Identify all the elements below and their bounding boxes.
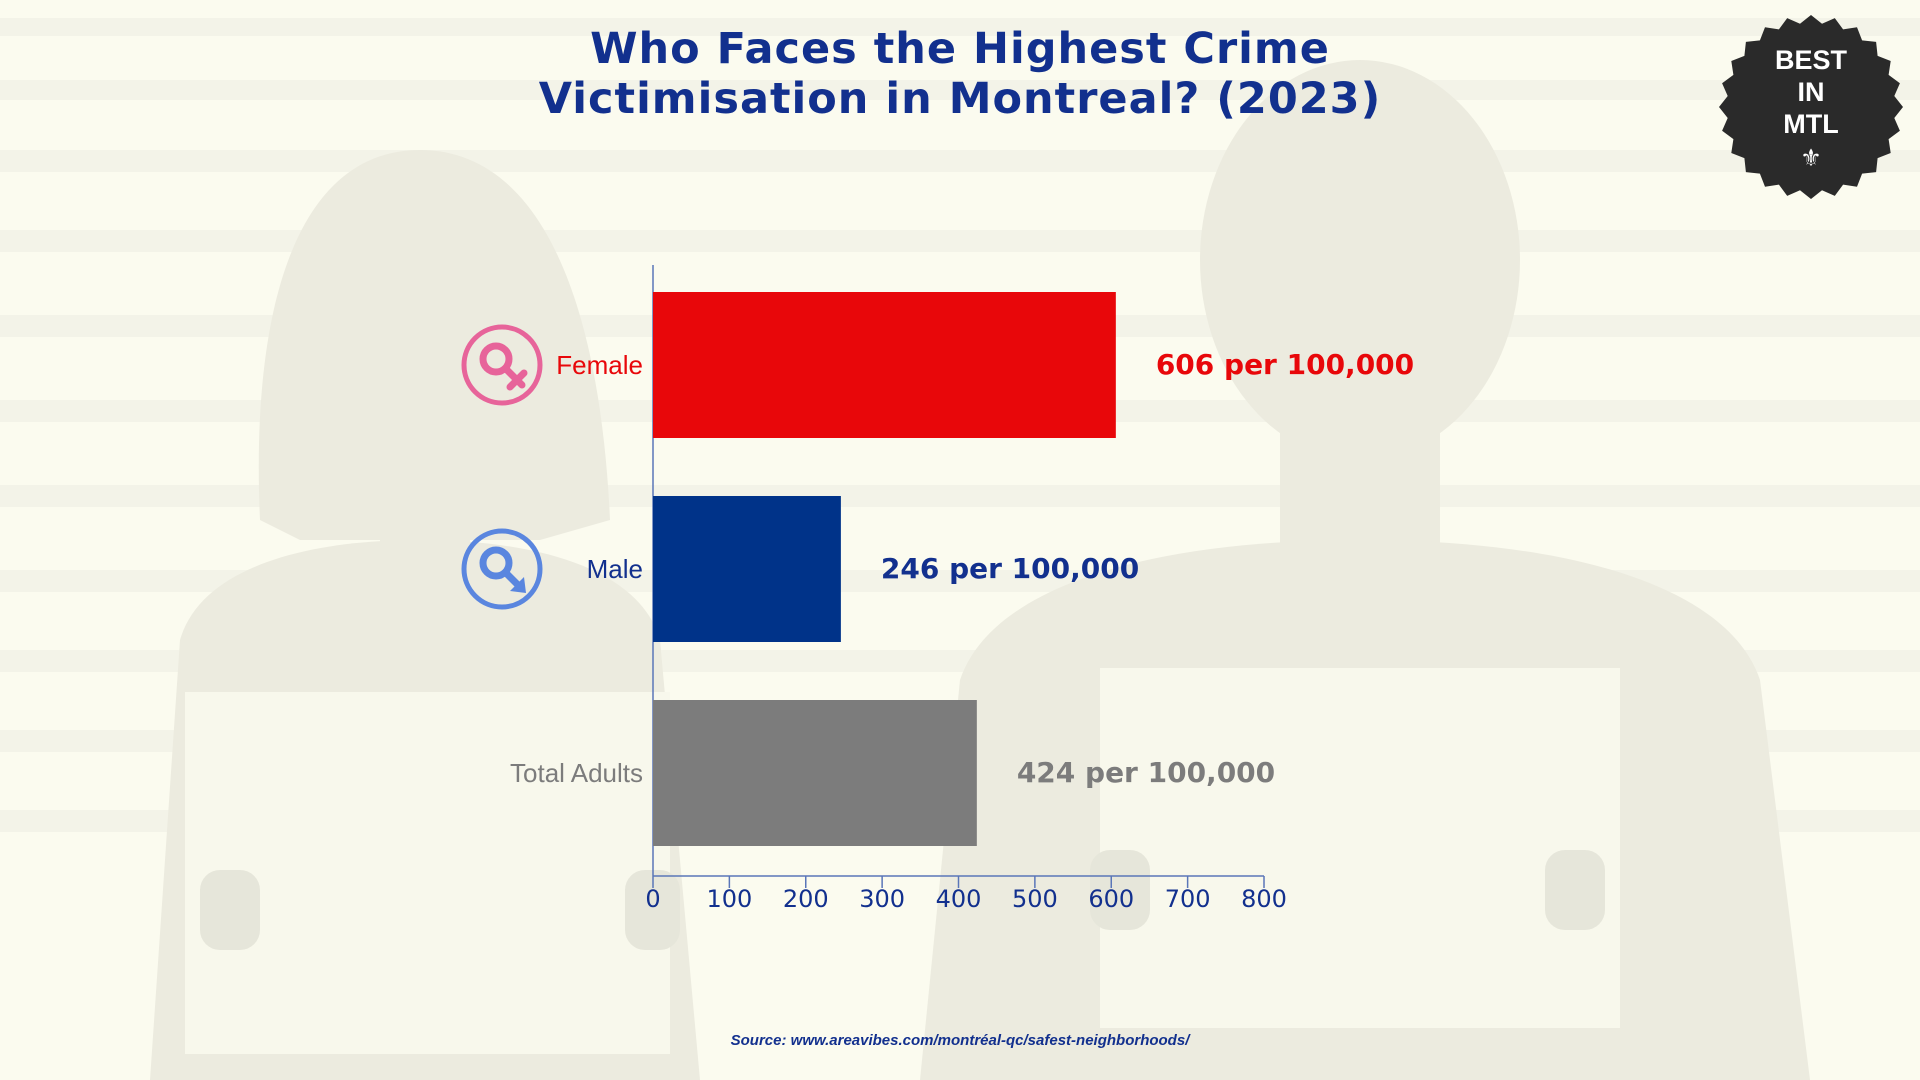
x-tick-label: 100	[706, 885, 752, 913]
badge-seal-icon	[1719, 15, 1903, 199]
data-label: 246 per 100,000	[881, 552, 1139, 585]
category-label: Total Adults	[510, 758, 643, 788]
x-tick-label: 400	[936, 885, 982, 913]
x-tick-label: 200	[783, 885, 829, 913]
x-tick-label: 0	[645, 885, 660, 913]
badge-label: BEST IN MTL	[1718, 44, 1904, 140]
female-symbol-cross	[506, 369, 528, 391]
badge-line-2: IN	[1797, 77, 1825, 107]
title-line-2: Victimisation in Montreal? (2023)	[538, 74, 1382, 124]
page-title: Who Faces the Highest Crime Victimisatio…	[0, 24, 1920, 124]
badge-line-1: BEST	[1774, 45, 1847, 75]
female-symbol-icon	[479, 342, 513, 376]
data-label: 606 per 100,000	[1156, 348, 1414, 381]
female-symbol-icon-ring	[461, 324, 543, 406]
x-tick-label: 500	[1012, 885, 1058, 913]
bar-male	[653, 496, 841, 642]
fleur-de-lis-icon: ⚜	[1800, 144, 1822, 172]
x-tick-label: 600	[1088, 885, 1134, 913]
x-tick-label: 300	[859, 885, 905, 913]
male-symbol-icon-ring	[461, 528, 543, 610]
bar-total-adults	[653, 700, 977, 846]
best-in-mtl-badge	[1719, 15, 1903, 199]
data-label: 424 per 100,000	[1017, 756, 1275, 789]
male-symbol-arrow	[510, 577, 526, 593]
x-tick-label: 700	[1165, 885, 1211, 913]
male-symbol-icon	[479, 546, 513, 580]
category-label: Male	[587, 554, 643, 584]
badge-line-3: MTL	[1783, 109, 1839, 139]
bar-female	[653, 292, 1116, 438]
title-line-1: Who Faces the Highest Crime	[590, 24, 1330, 74]
category-label: Female	[556, 350, 643, 380]
x-tick-label: 800	[1241, 885, 1287, 913]
source-citation: Source: www.areavibes.com/montréal-qc/sa…	[730, 1032, 1190, 1049]
